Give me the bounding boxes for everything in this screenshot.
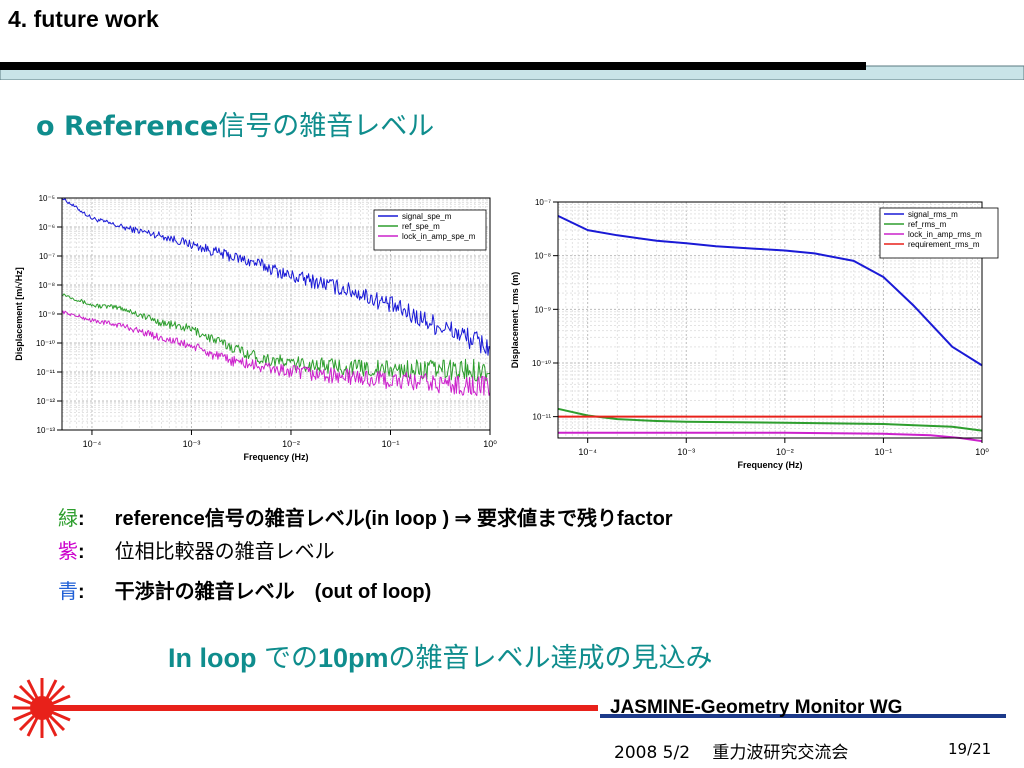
y-tick-label: 10⁻⁸ [535,252,552,261]
footer-date: 2008 5/2 重力波研究交流会 [614,743,849,763]
x-tick-label: 10⁻⁴ [578,447,597,457]
legend-entry: lock_in_amp_spe_m [402,232,476,241]
y-tick-label: 10⁻¹¹ [533,413,552,422]
laser-beam [42,705,598,711]
y-tick-label: 10⁻⁵ [39,194,55,203]
y-tick-label: 10⁻¹⁰ [36,339,55,348]
legend-text: reference信号の雑音レベル(in loop ) ⇒ 要求値まで残りfac… [114,508,673,530]
legend-text: 位相比較器の雑音レベル [114,539,335,563]
legend-text: 干渉計の雑音レベル (out of loop) [114,581,432,603]
legend-colon: : [78,541,85,563]
footer-group: JASMINE-Geometry Monitor WG [610,697,903,718]
legend-colon: : [78,581,85,603]
x-tick-label: 10⁻³ [183,439,201,449]
legend-entry: lock_in_amp_rms_m [908,230,982,239]
x-tick-label: 10⁻² [282,439,300,449]
conclusion-part2: での [263,643,318,674]
heading-suffix: 信号の雑音レベル [218,111,435,142]
legend-key: 緑 [58,506,78,530]
conclusion-part3: 10pm [317,643,389,673]
conclusion: In loop での10pmの雑音レベル達成の見込み [168,636,713,675]
chart-frame [61,197,491,431]
x-tick-label: 10⁻¹ [382,439,400,449]
heading-prefix: o Reference [36,111,219,142]
rms-chart: 10⁻⁴ 10⁻³ 10⁻² 10⁻¹ 10⁰ 10⁻⁷ 10⁻⁸ 10⁻⁹ 10⁻¹⁰ 10⁻¹… [510,198,999,470]
series-line-signal_spe_m [61,198,491,356]
section-heading: o Reference信号の雑音レベル [36,104,434,143]
legend-colon: : [78,508,85,530]
x-tick-label: 10⁰ [483,439,497,449]
series-line-signal_rms_m [557,214,983,367]
y-tick-label: 10⁻¹² [37,397,56,406]
x-tick-label: 10⁻² [776,447,794,457]
chart-ticks: 10⁻⁴ 10⁻³ 10⁻² 10⁻¹ 10⁰ 10⁻⁵ 10⁻⁶ 10⁻⁷ 10⁻⁸ 10⁻⁹ 1… [36,194,497,449]
legend-entry: requirement_rms_m [908,240,980,249]
legend-entry: signal_spe_m [402,212,452,221]
x-tick-label: 10⁰ [975,447,989,457]
legend-key: 青 [58,579,78,603]
series-line-ref_spe_m [61,293,491,382]
y-axis-label: Displacement_rms (m) [510,272,520,369]
legend-note-green: 緑: reference信号の雑音レベル(in loop ) ⇒ 要求値まで残りf… [58,502,673,531]
chart-grid [61,197,491,431]
laser-logo [12,678,598,738]
x-tick-label: 10⁻³ [677,447,695,457]
x-tick-label: 10⁻¹ [875,447,893,457]
chart-frame [557,201,983,439]
y-tick-label: 10⁻¹³ [37,426,56,435]
y-axis-label: Displacement [m/√Hz] [14,267,24,360]
chart-ticks: 10⁻⁴ 10⁻³ 10⁻² 10⁻¹ 10⁰ 10⁻⁷ 10⁻⁸ 10⁻⁹ 10⁻¹⁰ 10⁻¹… [532,198,989,457]
legend-note-magenta: 紫: 位相比較器の雑音レベル [58,535,335,564]
y-tick-label: 10⁻⁸ [39,281,56,290]
y-tick-label: 10⁻⁹ [38,310,55,319]
legend-box [879,207,999,259]
x-axis-label: Frequency (Hz) [243,452,308,462]
legend-note-blue: 青: 干渉計の雑音レベル (out of loop) [58,575,431,604]
chart-series-group [61,198,491,397]
y-tick-label: 10⁻⁷ [39,252,55,261]
x-axis-label: Frequency (Hz) [737,460,802,470]
y-tick-label: 10⁻⁹ [534,305,551,314]
slide-title: 4. future work [8,6,159,32]
x-tick-label: 10⁻⁴ [83,439,102,449]
legend-entry: ref_rms_m [908,220,947,229]
header-bar [0,62,1024,80]
series-line-lock_in_amp_spe_m [61,310,491,397]
y-tick-label: 10⁻⁶ [39,223,55,232]
footer-rule [600,714,1006,718]
y-tick-label: 10⁻¹⁰ [532,359,551,368]
chart-legend: signal_rms_mref_rms_mlock_in_amp_rms_mre… [879,207,999,259]
legend-entry: ref_spe_m [402,222,440,231]
legend-entry: signal_rms_m [908,210,958,219]
y-tick-label: 10⁻⁷ [535,198,551,207]
conclusion-part4: の雑音レベル達成の見込み [388,643,713,674]
page-number: 19/21 [948,740,992,758]
conclusion-part1: In loop [168,643,264,673]
spectrum-chart: 10⁻⁴ 10⁻³ 10⁻² 10⁻¹ 10⁰ 10⁻⁵ 10⁻⁶ 10⁻⁷ 10⁻⁸ 10⁻⁹ 1… [14,194,497,462]
legend-key: 紫 [58,539,78,563]
y-tick-label: 10⁻¹¹ [37,368,56,377]
